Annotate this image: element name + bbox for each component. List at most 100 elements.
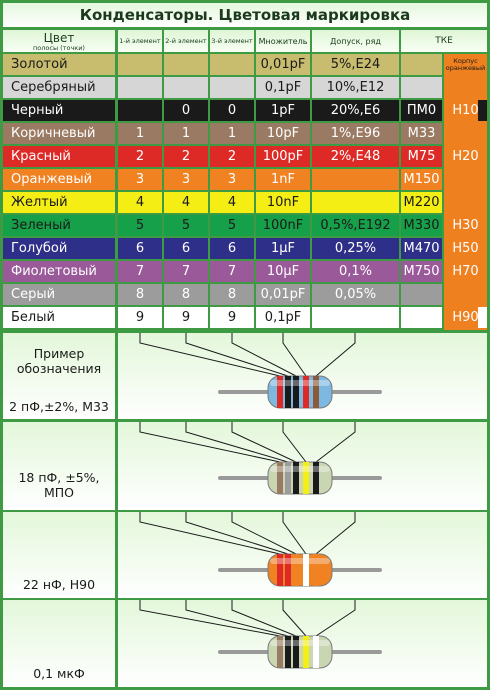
tke-value: M470	[401, 238, 442, 259]
digit-2: 8	[164, 284, 208, 305]
multiplier-value: 0,1pF	[256, 77, 310, 98]
multiplier-value: 0,1pF	[256, 307, 310, 328]
digit-2: 4	[164, 192, 208, 213]
tolerance-value: 20%,E6	[312, 100, 399, 121]
header-tolerance: Допуск, ряд	[312, 30, 399, 52]
color-name: Зеленый	[3, 215, 115, 236]
tke-value: M75	[401, 146, 442, 167]
multiplier-value: 0,01pF	[256, 54, 310, 75]
digit-3: 9	[210, 307, 254, 328]
header-el3: 3-й элемент	[210, 30, 254, 52]
color-name: Красный	[3, 146, 115, 167]
digit-3: 7	[210, 261, 254, 282]
example-panel	[118, 512, 487, 598]
color-name: Серебряный	[3, 77, 115, 98]
digit-2: 5	[164, 215, 208, 236]
multiplier-value: 1pF	[256, 100, 310, 121]
digit-2	[164, 77, 208, 98]
tolerance-value: 2%,E48	[312, 146, 399, 167]
multiplier-value: 1µF	[256, 238, 310, 259]
tolerance-value	[312, 192, 399, 213]
tolerance-value: 0,05%	[312, 284, 399, 305]
example-panel	[118, 422, 487, 510]
digit-1	[118, 77, 162, 98]
digit-3: 2	[210, 146, 254, 167]
color-name: Голубой	[3, 238, 115, 259]
digit-2: 3	[164, 169, 208, 190]
tke-value	[401, 77, 442, 98]
digit-1	[118, 54, 162, 75]
header-color-sub: полосы (точки)	[33, 43, 85, 52]
tolerance-value: 10%,E12	[312, 77, 399, 98]
multiplier-value: 100pF	[256, 146, 310, 167]
tke-body-value	[444, 54, 487, 75]
tke-body-note: Корпус оранжевый	[445, 56, 486, 72]
digit-3	[210, 77, 254, 98]
tke-value	[401, 307, 442, 328]
tolerance-value	[312, 307, 399, 328]
digit-2: 1	[164, 123, 208, 144]
digit-2: 9	[164, 307, 208, 328]
header-color: Цвет полосы (точки)	[3, 30, 115, 52]
example-label: 2 пФ,±2%, M33	[9, 399, 109, 414]
color-name: Желтый	[3, 192, 115, 213]
multiplier-value: 10pF	[256, 123, 310, 144]
tke-body-value	[444, 77, 487, 98]
tke-body-value: H50	[452, 241, 479, 256]
digit-1	[118, 100, 162, 121]
digit-3: 0	[210, 100, 254, 121]
multiplier-value: 10µF	[256, 261, 310, 282]
header-tke: ТКЕ	[401, 30, 487, 52]
header-multiplier: Множитель	[256, 30, 310, 52]
example-label-panel	[3, 422, 115, 510]
page-title: Конденсаторы. Цветовая маркировка	[3, 3, 487, 27]
tke-body-value	[444, 284, 487, 305]
tke-body-value	[444, 192, 487, 213]
color-name: Белый	[3, 307, 115, 328]
tke-value	[401, 284, 442, 305]
tolerance-value: 0,5%,E192	[312, 215, 399, 236]
multiplier-value: 100nF	[256, 215, 310, 236]
digit-3: 1	[210, 123, 254, 144]
tolerance-value: 0,1%	[312, 261, 399, 282]
tke-value: ПМ0	[401, 100, 442, 121]
digit-3: 5	[210, 215, 254, 236]
digit-1: 2	[118, 146, 162, 167]
tke-value	[401, 54, 442, 75]
tke-value: M750	[401, 261, 442, 282]
digit-3	[210, 54, 254, 75]
tolerance-value: 1%,E96	[312, 123, 399, 144]
example-label-panel	[3, 333, 115, 419]
tke-body-value: H20	[452, 149, 479, 164]
example-label-panel	[3, 512, 115, 598]
digit-1: 3	[118, 169, 162, 190]
tke-value: M33	[401, 123, 442, 144]
digit-2: 7	[164, 261, 208, 282]
tke-value: M220	[401, 192, 442, 213]
multiplier-value: 0,01pF	[256, 284, 310, 305]
digit-3: 3	[210, 169, 254, 190]
color-name: Золотой	[3, 54, 115, 75]
example-label: 22 нФ, H90	[22, 576, 96, 592]
tke-body-value	[444, 169, 487, 190]
tolerance-value: 5%,E24	[312, 54, 399, 75]
example-label-panel	[3, 600, 115, 687]
tke-value: M330	[401, 215, 442, 236]
digit-2: 6	[164, 238, 208, 259]
tke-body-value: H30	[452, 218, 479, 233]
multiplier-value: 10nF	[256, 192, 310, 213]
tke-body-value: H70	[452, 264, 479, 279]
tke-value: M150	[401, 169, 442, 190]
tke-white-mark	[478, 307, 487, 328]
tke-body-value: H10	[452, 103, 479, 118]
color-name: Черный	[3, 100, 115, 121]
tke-body-value: H90	[452, 310, 479, 325]
tolerance-value: 0,25%	[312, 238, 399, 259]
digit-1: 1	[118, 123, 162, 144]
digit-3: 4	[210, 192, 254, 213]
multiplier-value: 1nF	[256, 169, 310, 190]
color-name: Коричневый	[3, 123, 115, 144]
tke-black-mark	[478, 100, 487, 121]
digit-1: 7	[118, 261, 162, 282]
